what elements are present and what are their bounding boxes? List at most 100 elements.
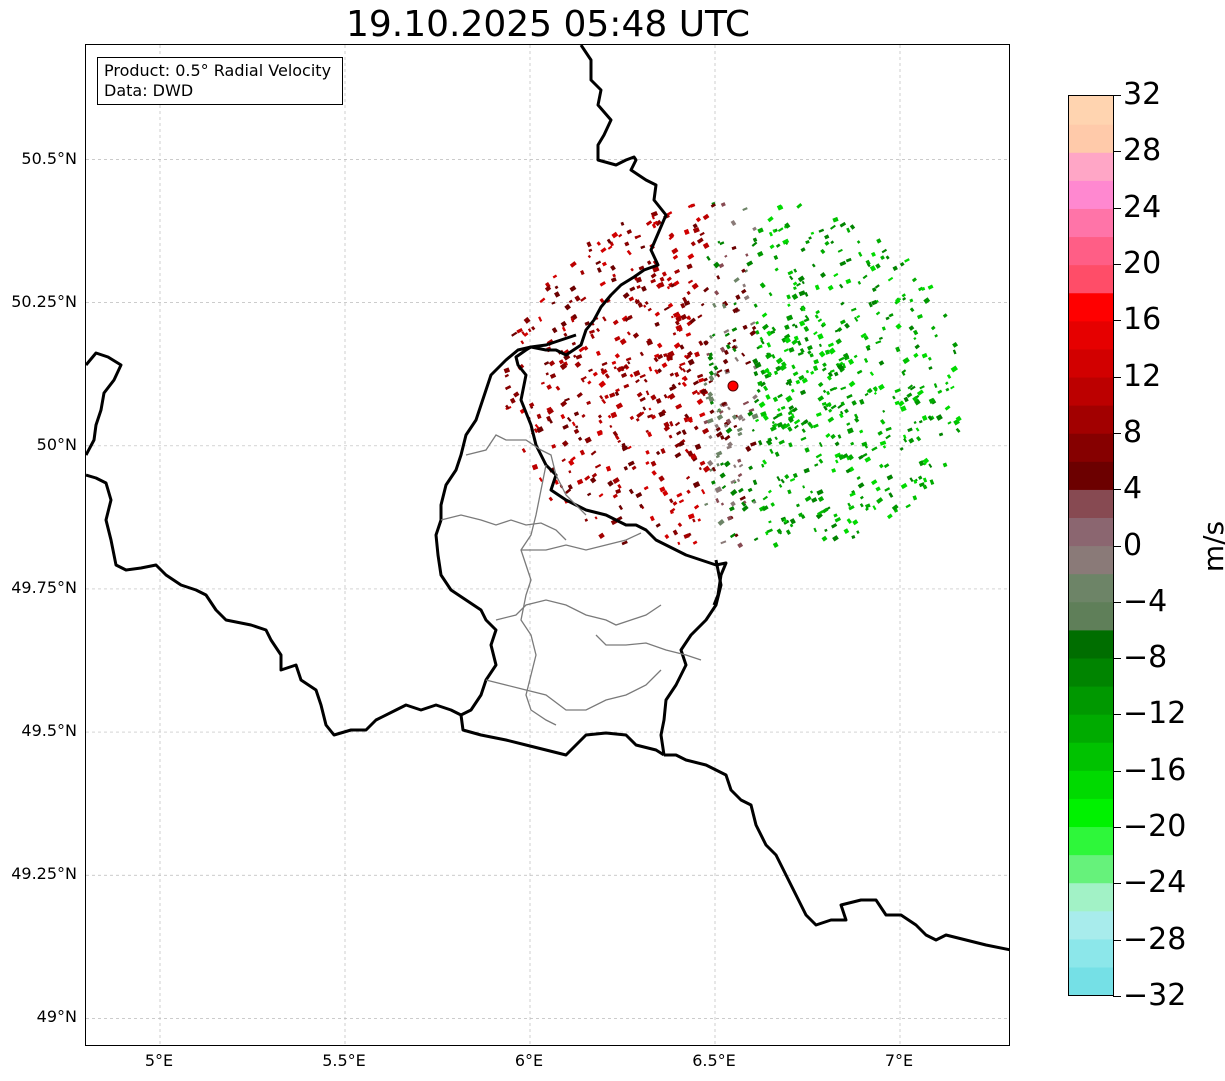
radar-echo (504, 385, 512, 391)
radar-echo (809, 490, 814, 494)
radar-echo (554, 291, 561, 298)
radar-echo (858, 251, 863, 257)
radar-echo (573, 354, 577, 358)
radar-echo (580, 377, 585, 383)
radar-echo (693, 425, 699, 431)
radar-echo (800, 247, 806, 253)
radar-echo (873, 391, 877, 395)
radar-echo (692, 226, 700, 234)
radar-echo (906, 392, 913, 398)
radar-echo (612, 493, 618, 499)
radar-echo (687, 253, 695, 260)
radar-echo (679, 362, 686, 367)
radar-echo (837, 403, 843, 409)
radar-echo (774, 436, 778, 441)
radar-echo (683, 417, 689, 423)
radar-echo (885, 316, 890, 321)
radar-echo (752, 394, 758, 400)
radar-echo (733, 277, 740, 283)
radar-echo (596, 267, 602, 273)
radar-echo (820, 248, 826, 255)
radar-echo (724, 332, 730, 337)
radar-echo (783, 348, 789, 353)
colorbar-tick-mark (1113, 996, 1121, 997)
radar-echo (708, 334, 713, 340)
colorbar-tick-label: 12 (1123, 358, 1162, 394)
radar-echo (670, 283, 676, 288)
colorbar-swatch (1069, 348, 1113, 378)
radar-echo (787, 270, 794, 276)
radar-echo (614, 335, 621, 342)
radar-echo (678, 499, 685, 504)
radar-echo (761, 312, 768, 318)
radar-echo (822, 389, 827, 394)
radar-echo (809, 353, 814, 358)
radar-echo (775, 365, 782, 372)
radar-echo (643, 304, 647, 308)
radar-echo (847, 358, 855, 365)
radar-echo (814, 314, 819, 319)
radar-echo (575, 354, 583, 360)
border-france-germany (664, 753, 1009, 952)
radar-echo (725, 368, 730, 373)
radar-echo (876, 497, 884, 504)
radar-echo (648, 407, 652, 411)
radar-echo (647, 431, 653, 438)
radar-echo (607, 414, 612, 419)
radar-echo (856, 530, 860, 534)
radar-echo (945, 387, 950, 392)
radar-echo (650, 460, 657, 467)
radar-echo (765, 438, 773, 444)
radar-echo (708, 370, 715, 377)
radar-echo (639, 396, 646, 402)
radar-echo (830, 404, 837, 410)
radar-echo (791, 413, 795, 419)
radar-echo (663, 306, 670, 311)
radar-echo (842, 362, 847, 369)
radar-echo (761, 505, 769, 512)
radar-echo (883, 463, 890, 469)
radar-echo (668, 232, 675, 239)
radar-echo (561, 458, 566, 463)
radar-echo (811, 263, 816, 268)
radar-echo (763, 367, 770, 374)
radar-echo (704, 502, 709, 506)
colorbar-tick-label: 28 (1123, 133, 1162, 169)
colorbar-tick-label: 20 (1123, 245, 1162, 281)
radar-echo (677, 382, 682, 386)
radar-echo (785, 529, 791, 535)
colorbar-swatch (1069, 96, 1113, 125)
radar-echo (833, 513, 838, 518)
radar-echo (882, 445, 887, 449)
radar-echo (613, 366, 617, 370)
radar-echo (745, 360, 752, 365)
radar-echo (617, 484, 622, 489)
radar-echo (669, 372, 675, 377)
radar-echo (609, 424, 613, 429)
radar-echo (741, 418, 746, 422)
radar-echo (846, 394, 853, 399)
radar-echo (837, 363, 843, 370)
radar-echo (725, 344, 731, 350)
radar-echo (533, 428, 539, 434)
radar-echo (544, 285, 552, 292)
radar-echo (546, 384, 552, 390)
radar-echo (574, 295, 581, 302)
radar-echo (804, 291, 809, 297)
radar-echo (560, 400, 568, 408)
radar-echo (636, 411, 644, 419)
radar-echo (902, 434, 907, 439)
radar-echo (619, 338, 627, 346)
radar-echo (616, 366, 623, 373)
radar-echo (681, 376, 686, 381)
radar-echo (715, 497, 720, 504)
radar-echo (748, 408, 755, 413)
radar-echo (626, 249, 632, 256)
radar-echo (624, 317, 628, 322)
radar-echo (618, 233, 623, 238)
radar-echo (768, 520, 772, 524)
map-panel[interactable] (85, 44, 1010, 1046)
radar-echo (768, 292, 773, 297)
radar-echo (788, 405, 795, 411)
radar-echo (900, 405, 907, 412)
